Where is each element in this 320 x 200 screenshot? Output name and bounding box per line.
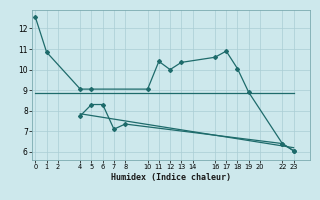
X-axis label: Humidex (Indice chaleur): Humidex (Indice chaleur) bbox=[111, 173, 231, 182]
